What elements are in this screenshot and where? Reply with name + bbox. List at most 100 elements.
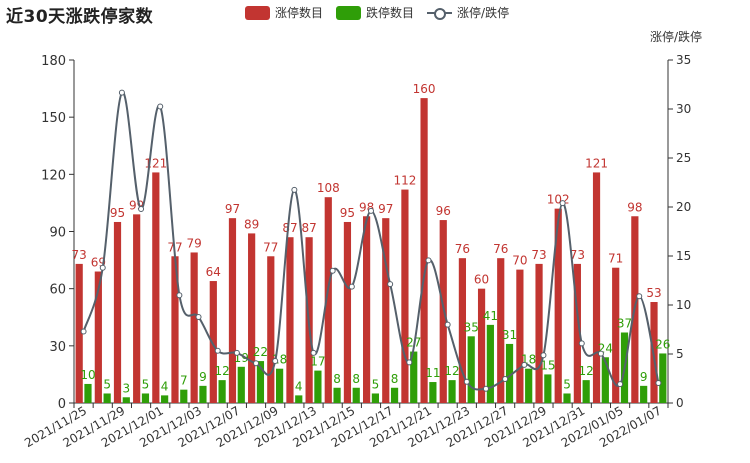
ratio-point: [502, 375, 509, 382]
limit-down-data-label: 37: [617, 316, 632, 330]
legend-item-limit-up[interactable]: 涨停数目: [245, 4, 323, 21]
limit-down-data-label: 22: [253, 345, 268, 359]
ratio-point: [521, 361, 528, 368]
ratio-line-icon: [427, 6, 453, 20]
ratio-point: [425, 257, 432, 264]
limit-up-bar: [94, 271, 102, 403]
limit-down-data-label: 5: [372, 377, 380, 391]
limit-up-data-label: 64: [206, 265, 221, 279]
right-axis-tick-label: 30: [676, 102, 691, 116]
limit-down-bar: [429, 382, 437, 403]
limit-down-data-label: 4: [295, 379, 303, 393]
limit-down-bar: [410, 351, 418, 403]
limit-down-data-label: 12: [214, 364, 229, 378]
limit-down-data-label: 12: [579, 364, 594, 378]
limit-up-data-label: 73: [570, 248, 585, 262]
ratio-point: [444, 321, 451, 328]
ratio-point: [138, 205, 145, 212]
left-axis-tick-label: 120: [41, 168, 66, 183]
limit-down-data-label: 12: [444, 364, 459, 378]
legend-label-limit-down: 跌停数目: [366, 6, 415, 20]
left-axis-tick-label: 60: [49, 283, 66, 298]
ratio-point: [655, 380, 662, 387]
limit-down-data-label: 31: [502, 328, 517, 342]
limit-up-bar: [382, 218, 390, 403]
ratio-point: [291, 186, 298, 193]
limit-down-bar: [505, 343, 514, 403]
ratio-point: [329, 267, 336, 274]
left-axis-tick-label: 180: [41, 54, 66, 69]
limit-down-data-label: 17: [310, 355, 325, 369]
limit-up-bar: [75, 263, 83, 403]
legend-item-limit-down[interactable]: 跌停数目: [336, 4, 414, 21]
limit-down-data-label: 41: [483, 309, 498, 323]
right-axis-tick-label: 15: [676, 249, 691, 263]
ratio-point: [617, 381, 624, 388]
limit-down-data-label: 8: [333, 372, 341, 386]
right-axis-tick-label: 0: [676, 396, 684, 410]
limit-down-bar: [314, 370, 322, 403]
legend-label-limit-up: 涨停数目: [275, 6, 324, 20]
limit-up-bar: [477, 288, 486, 403]
limit-up-data-label: 87: [282, 221, 297, 235]
limit-up-data-label: 73: [72, 248, 87, 262]
limit-up-data-label: 97: [378, 202, 393, 216]
limit-up-bar: [248, 233, 256, 403]
limit-down-bar: [371, 393, 379, 403]
limit-down-data-label: 4: [161, 379, 169, 393]
limit-down-bar: [544, 374, 552, 403]
limit-down-bar: [486, 324, 494, 403]
limit-up-bar: [612, 267, 620, 403]
limit-up-bar: [113, 221, 122, 403]
limit-up-bar: [171, 256, 179, 403]
limit-up-data-label: 121: [585, 156, 608, 170]
limit-down-bar: [161, 395, 169, 403]
limit-up-bar: [497, 258, 505, 403]
ratio-point: [463, 378, 470, 385]
limit-down-bar: [467, 336, 475, 403]
limit-up-data-label: 76: [455, 242, 470, 256]
chart-title: 近30天涨跌停家数: [6, 7, 154, 27]
limit-down-bar: [563, 393, 571, 403]
ratio-point: [597, 350, 604, 357]
limit-down-data-label: 10: [80, 368, 95, 382]
limit-up-bar: [535, 263, 543, 403]
limit-down-data-label: 15: [540, 358, 555, 372]
limit-up-bar: [228, 218, 237, 403]
ratio-point: [99, 264, 106, 271]
legend-item-ratio[interactable]: 涨停/跌停: [427, 4, 509, 21]
limit-down-data-label: 9: [199, 370, 207, 384]
ratio-point: [636, 293, 643, 300]
limit-up-data-label: 73: [531, 248, 546, 262]
limit-down-data-label: 9: [640, 370, 648, 384]
limit-up-bar: [573, 263, 581, 403]
ratio-point: [368, 207, 374, 214]
limit-down-data-label: 8: [391, 372, 399, 386]
limit-up-data-label: 98: [627, 200, 642, 214]
limit-up-swatch-icon: [245, 5, 270, 20]
limit-up-data-label: 76: [493, 242, 508, 256]
limit-down-bar: [218, 380, 226, 403]
ratio-point: [214, 347, 221, 354]
limit-up-bar: [401, 189, 409, 403]
right-axis-tick-label: 25: [676, 151, 691, 165]
ratio-point: [482, 385, 489, 392]
limit-up-bar: [152, 172, 160, 403]
limit-up-data-label: 95: [340, 206, 355, 220]
legend: 涨停数目 跌停数目 涨停/跌停: [245, 4, 522, 21]
limit-up-data-label: 112: [393, 174, 416, 188]
limit-down-data-label: 5: [142, 377, 150, 391]
limit-up-data-label: 77: [263, 240, 278, 254]
ratio-point: [118, 89, 125, 96]
limit-up-bar: [592, 172, 601, 403]
legend-label-ratio: 涨停/跌停: [457, 6, 510, 20]
limit-down-bar: [659, 353, 667, 403]
ratio-point: [559, 200, 566, 207]
limit-up-bar: [516, 269, 524, 403]
limit-down-data-label: 5: [563, 377, 571, 391]
ratio-point: [387, 281, 394, 288]
limit-down-bar: [256, 361, 265, 403]
limit-up-bar: [209, 281, 217, 403]
right-axis-tick-label: 5: [676, 347, 684, 361]
limit-up-data-label: 53: [646, 286, 661, 300]
